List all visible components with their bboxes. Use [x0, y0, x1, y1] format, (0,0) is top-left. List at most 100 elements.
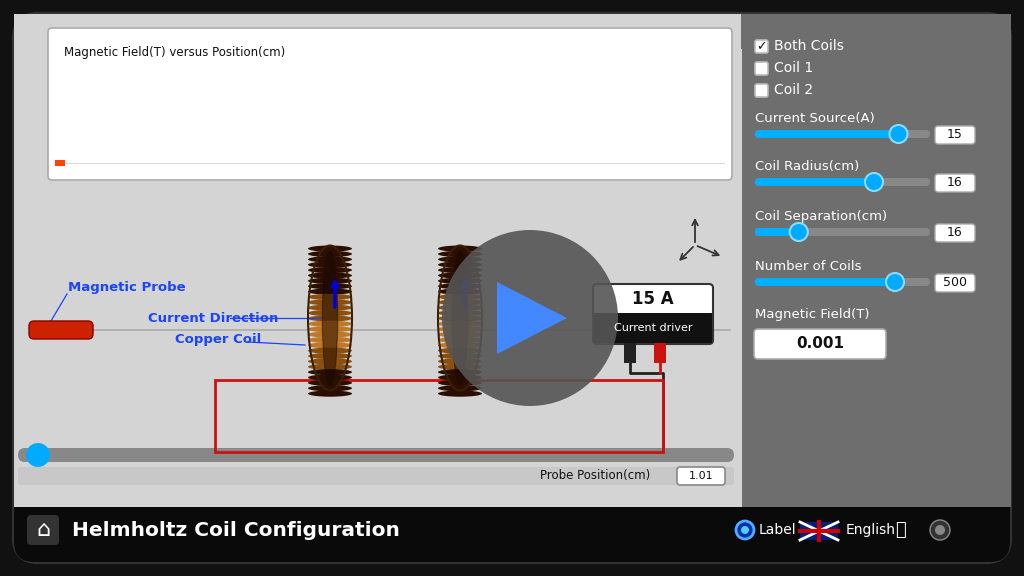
- Bar: [624, 343, 636, 363]
- Bar: [55, 160, 65, 166]
- Bar: [800, 522, 838, 540]
- Ellipse shape: [438, 385, 482, 391]
- Ellipse shape: [308, 380, 352, 386]
- Ellipse shape: [438, 256, 482, 263]
- Ellipse shape: [323, 251, 338, 385]
- Text: Coil Radius(cm): Coil Radius(cm): [755, 160, 859, 173]
- Ellipse shape: [308, 315, 352, 321]
- Text: Coil 1: Coil 1: [774, 62, 813, 75]
- FancyBboxPatch shape: [755, 130, 930, 138]
- Ellipse shape: [438, 391, 482, 397]
- Circle shape: [935, 525, 945, 535]
- Ellipse shape: [438, 331, 482, 338]
- Ellipse shape: [438, 278, 482, 284]
- Text: English: English: [846, 523, 896, 537]
- Bar: [741, 14, 1011, 507]
- Ellipse shape: [438, 374, 482, 381]
- FancyBboxPatch shape: [14, 14, 1010, 562]
- Bar: [654, 343, 666, 363]
- Ellipse shape: [308, 289, 352, 295]
- Ellipse shape: [308, 283, 352, 289]
- Circle shape: [790, 223, 808, 241]
- Text: Coil 2: Coil 2: [774, 84, 813, 97]
- Ellipse shape: [438, 380, 482, 386]
- Ellipse shape: [438, 305, 482, 311]
- Text: Copper Coil: Copper Coil: [175, 334, 261, 347]
- Text: 500: 500: [943, 276, 967, 290]
- Text: 0.001: 0.001: [796, 336, 844, 351]
- Circle shape: [865, 173, 883, 191]
- FancyBboxPatch shape: [935, 174, 975, 192]
- Ellipse shape: [438, 358, 482, 365]
- FancyBboxPatch shape: [755, 40, 768, 53]
- Ellipse shape: [308, 342, 352, 348]
- Bar: [14, 505, 1010, 530]
- Ellipse shape: [438, 267, 482, 273]
- FancyBboxPatch shape: [935, 126, 975, 144]
- FancyBboxPatch shape: [755, 130, 898, 138]
- Circle shape: [890, 125, 907, 143]
- Ellipse shape: [308, 363, 352, 370]
- Text: Magnetic Probe: Magnetic Probe: [68, 281, 185, 294]
- Ellipse shape: [308, 310, 352, 316]
- Ellipse shape: [438, 262, 482, 268]
- Ellipse shape: [438, 337, 482, 343]
- FancyBboxPatch shape: [593, 284, 713, 344]
- Text: 15: 15: [947, 128, 963, 142]
- Text: ✓: ✓: [757, 40, 767, 53]
- FancyBboxPatch shape: [755, 62, 768, 75]
- Ellipse shape: [438, 251, 482, 257]
- Circle shape: [442, 230, 618, 406]
- Ellipse shape: [308, 391, 352, 397]
- FancyBboxPatch shape: [755, 228, 930, 236]
- Text: Helmholtz Coil Configuration: Helmholtz Coil Configuration: [72, 521, 400, 540]
- Text: ⤢: ⤢: [895, 521, 905, 539]
- FancyBboxPatch shape: [18, 448, 734, 462]
- Text: Magnetic Field(T) versus Position(cm): Magnetic Field(T) versus Position(cm): [63, 46, 286, 59]
- Bar: [594, 313, 712, 343]
- Ellipse shape: [308, 369, 352, 375]
- Ellipse shape: [438, 283, 482, 289]
- Text: ⌂: ⌂: [36, 520, 50, 540]
- Ellipse shape: [438, 326, 482, 332]
- FancyBboxPatch shape: [755, 178, 874, 186]
- Ellipse shape: [308, 245, 352, 252]
- FancyBboxPatch shape: [741, 14, 1011, 49]
- Ellipse shape: [438, 342, 482, 348]
- FancyBboxPatch shape: [14, 505, 1010, 562]
- FancyBboxPatch shape: [27, 515, 59, 545]
- Ellipse shape: [308, 347, 352, 354]
- Ellipse shape: [308, 353, 352, 359]
- Circle shape: [930, 520, 950, 540]
- FancyBboxPatch shape: [755, 278, 930, 286]
- Polygon shape: [497, 282, 567, 354]
- Ellipse shape: [438, 310, 482, 316]
- Ellipse shape: [438, 347, 482, 354]
- Ellipse shape: [308, 337, 352, 343]
- Text: 16: 16: [947, 226, 963, 240]
- Ellipse shape: [308, 278, 352, 284]
- FancyBboxPatch shape: [29, 321, 93, 339]
- Text: 1.01: 1.01: [689, 471, 714, 481]
- Text: Both Coils: Both Coils: [774, 40, 844, 54]
- Ellipse shape: [308, 256, 352, 263]
- Text: Current Source(A): Current Source(A): [755, 112, 874, 125]
- Text: Magnetic Field(T): Magnetic Field(T): [755, 308, 869, 321]
- Circle shape: [736, 521, 754, 539]
- Circle shape: [741, 526, 749, 534]
- FancyBboxPatch shape: [754, 329, 886, 359]
- FancyBboxPatch shape: [935, 224, 975, 242]
- Ellipse shape: [308, 326, 352, 332]
- Text: Current driver: Current driver: [613, 323, 692, 333]
- Text: Label: Label: [759, 523, 797, 537]
- Ellipse shape: [308, 267, 352, 273]
- Ellipse shape: [438, 353, 482, 359]
- FancyBboxPatch shape: [18, 467, 734, 485]
- FancyBboxPatch shape: [755, 178, 930, 186]
- Text: Current Direction: Current Direction: [148, 312, 279, 324]
- Text: Number of Coils: Number of Coils: [755, 260, 861, 273]
- Text: 16: 16: [947, 176, 963, 190]
- Text: 15 A: 15 A: [632, 290, 674, 308]
- FancyBboxPatch shape: [677, 467, 725, 485]
- Ellipse shape: [308, 305, 352, 311]
